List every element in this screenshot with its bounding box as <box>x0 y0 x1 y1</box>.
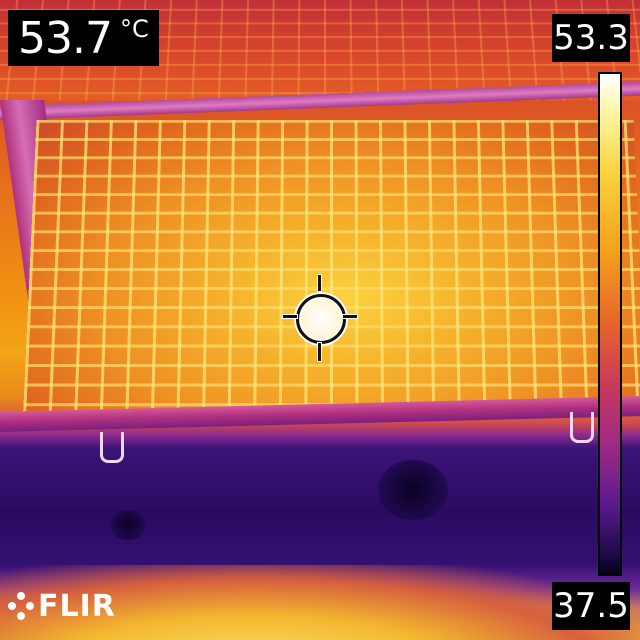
spot-temperature-readout: 53.7 °C <box>8 10 159 66</box>
crosshair-tick-bottom <box>317 342 322 362</box>
spot-meter-ring <box>296 294 346 344</box>
temperature-color-scale: 53.3 37.5 <box>552 14 630 630</box>
scale-max-value: 53.3 <box>552 14 630 62</box>
cold-spot-small <box>110 510 146 540</box>
crosshair-tick-left <box>282 314 298 319</box>
color-scale-bar <box>598 72 622 576</box>
solar-panel-main <box>23 119 640 413</box>
scale-min-value: 37.5 <box>552 582 630 630</box>
ground-hot-area <box>0 565 640 640</box>
flir-logo-text: FLIR <box>38 589 116 624</box>
crosshair-tick-top <box>317 274 322 292</box>
flir-logo-icon <box>8 591 34 622</box>
spot-meter-crosshair-icon <box>282 274 358 364</box>
crosshair-tick-right <box>342 314 358 319</box>
spot-temperature-value: 53.7 <box>18 13 113 64</box>
cold-spot-large <box>378 460 448 520</box>
spot-temperature-unit: °C <box>119 15 149 43</box>
mounting-bracket-right <box>570 412 594 443</box>
flir-logo: FLIR <box>8 589 116 624</box>
mounting-bracket-left <box>100 432 124 463</box>
